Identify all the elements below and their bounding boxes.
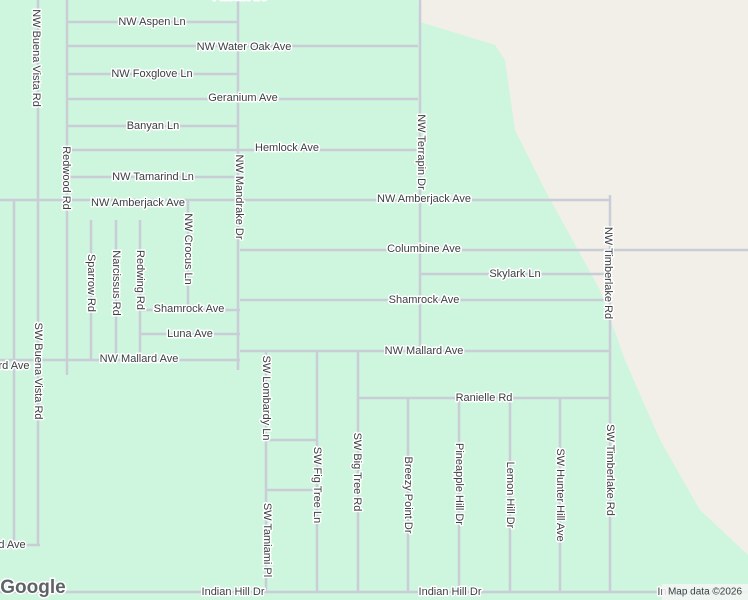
street-label: Lemon Hill Dr xyxy=(504,462,516,529)
street-label: NW Mallard Ave xyxy=(100,353,179,365)
street-label: Sparrow Rd xyxy=(85,254,97,312)
street-label: Ranielle Rd xyxy=(456,392,513,404)
street-label: SW Buena Vista Rd xyxy=(32,322,44,419)
street-label: Redwing Rd xyxy=(134,250,146,310)
street-label: rd Ave xyxy=(0,360,30,372)
street-label: NW Tamarind Ln xyxy=(112,171,194,183)
street-label: NW Aspen Ln xyxy=(118,16,185,28)
street-label: Redwood Rd xyxy=(60,146,72,210)
street-label: SW Fig Tree Ln xyxy=(311,447,323,523)
street-label: NW Mallard Ave xyxy=(385,345,464,357)
street-label: NW Foxglove Ln xyxy=(111,68,192,80)
street-label: d Ave xyxy=(0,539,26,551)
street-label: Indian Hill Dr xyxy=(419,586,482,598)
street-label: Shamrock Ave xyxy=(154,303,225,315)
street-label: NW Mandrake Dr xyxy=(233,155,245,240)
street-label: NW Amberjack Ave xyxy=(91,197,185,209)
street-label: NW Buena Vista Rd xyxy=(30,9,42,107)
street-label: SW Timberlake Rd xyxy=(604,424,616,516)
street-label: Indian Hill Dr xyxy=(202,586,265,598)
street-label: Luna Ave xyxy=(167,328,213,340)
street-label: NW Timberlake Rd xyxy=(602,227,614,319)
street-label: Shamrock Ave xyxy=(389,294,460,306)
attribution[interactable]: Map data ©2026 xyxy=(668,587,743,598)
street-label: NW Terrapin Dr xyxy=(415,114,427,190)
street-label: SW Tamiami Pl xyxy=(261,503,273,577)
attribution-bg xyxy=(662,584,748,600)
street-label: Geranium Ave xyxy=(208,92,278,104)
street-label: SW Big Tree Rd xyxy=(351,433,363,512)
street-label: Pineapple Hill Dr xyxy=(453,443,465,525)
street-label: Falcon Ave xyxy=(213,0,267,3)
street-label: Columbine Ave xyxy=(387,243,461,255)
street-label: NW Amberjack Ave xyxy=(377,193,471,205)
street-label: Narcissus Rd xyxy=(110,250,122,315)
logo: Google xyxy=(0,577,65,598)
labels: Falcon Ave NW Aspen Ln NW Water Oak Ave NW … xyxy=(0,0,668,599)
street-label: Breezy Point Dr xyxy=(402,456,414,533)
street-label: SW Lombardy Ln xyxy=(260,356,272,441)
street-label: SW Hunter Hill Ave xyxy=(554,448,566,541)
street-label: Skylark Ln xyxy=(489,268,540,280)
street-label: NW Crocus Ln xyxy=(182,213,194,285)
street-label: Banyan Ln xyxy=(127,120,180,132)
street-label: Hemlock Ave xyxy=(255,142,319,154)
street-label: NW Water Oak Ave xyxy=(197,41,292,53)
